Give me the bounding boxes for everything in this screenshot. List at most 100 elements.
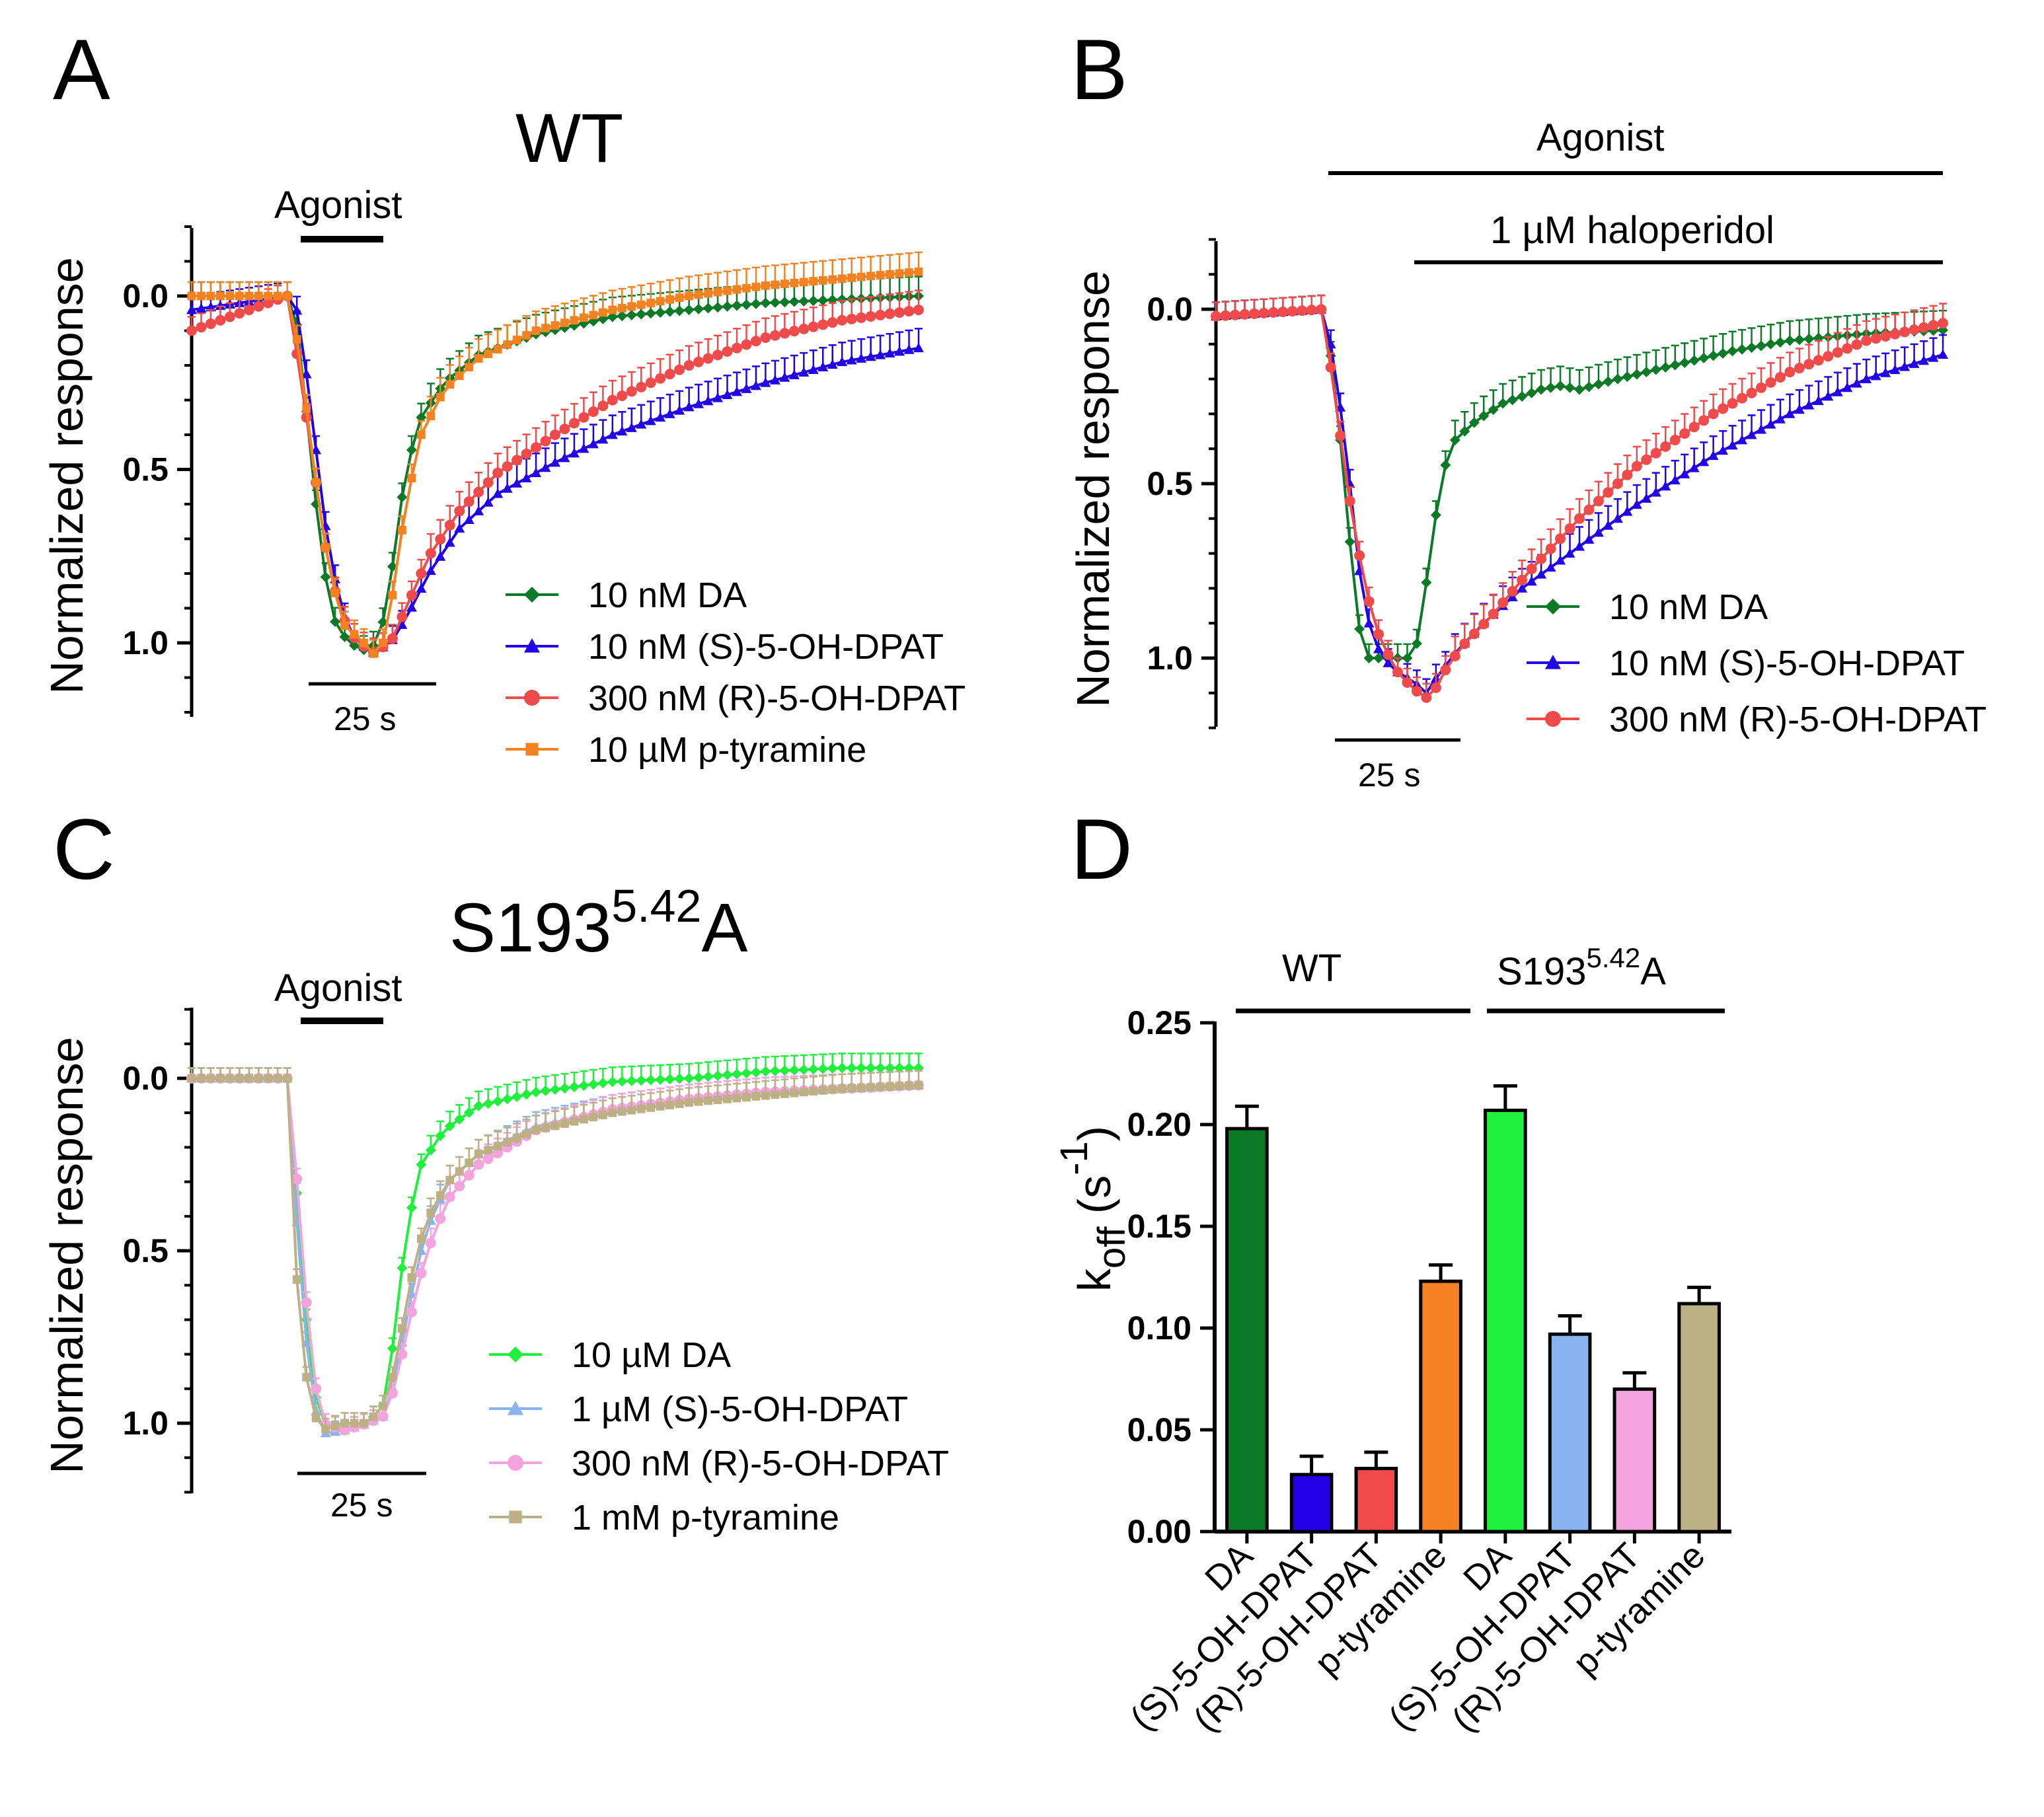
data-point — [425, 565, 436, 575]
data-point — [1297, 305, 1308, 316]
panel-letter-b: B — [1071, 21, 1128, 118]
data-point — [1909, 324, 1920, 336]
data-point — [406, 444, 417, 455]
data-point — [914, 267, 923, 276]
data-point — [913, 342, 924, 353]
panel-b-haloperidol-label: 1 µM haloperidol — [1490, 209, 1774, 252]
data-point — [397, 1263, 408, 1274]
data-point — [444, 1191, 455, 1203]
data-point — [1641, 367, 1652, 378]
data-point — [283, 291, 292, 301]
data-point — [559, 1083, 570, 1094]
data-point — [788, 296, 800, 307]
data-point — [1402, 677, 1413, 688]
data-point — [1622, 506, 1633, 516]
data-point — [320, 572, 331, 583]
data-point — [253, 301, 264, 312]
data-point — [463, 496, 474, 507]
legend-entry: 1 µM (S)-5-OH-DPAT — [572, 1390, 908, 1429]
data-point — [1889, 364, 1901, 375]
data-point — [587, 1079, 599, 1090]
data-point — [683, 305, 695, 315]
data-point — [1784, 408, 1796, 418]
data-point — [645, 308, 656, 319]
data-point — [435, 1213, 446, 1224]
data-point — [578, 412, 589, 423]
data-point — [1861, 335, 1872, 346]
data-point — [1421, 692, 1432, 703]
data-point — [808, 1064, 819, 1075]
data-point — [388, 591, 397, 600]
data-point — [1325, 362, 1336, 373]
data-point — [1612, 478, 1623, 489]
data-point — [397, 611, 408, 622]
panel-c-scale-label: 25 s — [330, 1487, 393, 1524]
data-point — [818, 276, 827, 285]
data-point — [1756, 424, 1766, 434]
data-point — [655, 412, 666, 422]
panel-a: A WT Agonist Normalized response 0.0 0.5 1… — [41, 21, 965, 770]
data-point — [1545, 562, 1556, 572]
data-point — [913, 305, 924, 315]
data-point — [598, 308, 607, 317]
data-point — [597, 400, 609, 412]
data-point — [636, 1104, 646, 1113]
bar — [1419, 1279, 1462, 1534]
data-point — [1612, 373, 1623, 385]
data-point — [235, 1074, 244, 1083]
data-point — [1622, 371, 1633, 383]
data-point — [798, 1064, 810, 1075]
data-point — [1765, 419, 1776, 429]
data-point — [273, 291, 282, 301]
data-point — [1440, 459, 1451, 470]
y-tick-label: 0.25 — [1127, 1004, 1192, 1041]
data-point — [837, 315, 848, 326]
data-point — [779, 297, 790, 308]
data-point — [291, 1173, 303, 1185]
data-point — [589, 1113, 598, 1122]
bar — [1548, 1332, 1592, 1534]
data-point — [1842, 343, 1853, 354]
data-point — [798, 295, 810, 307]
data-point — [1583, 504, 1595, 515]
data-point — [750, 336, 761, 347]
panel-d: D koff (s-1) WT S1935.42A 0.00 0.05 0.10 0.… — [1053, 801, 1731, 1739]
data-point — [1239, 309, 1250, 320]
panel-b-scale-label: 25 s — [1358, 757, 1421, 794]
data-point — [790, 278, 799, 287]
data-point — [837, 1062, 848, 1074]
data-point — [407, 1273, 416, 1282]
data-point — [416, 1234, 426, 1243]
data-point — [1631, 369, 1642, 380]
data-point — [779, 1065, 790, 1076]
data-point — [1794, 404, 1805, 414]
data-point — [846, 1062, 857, 1074]
data-point — [769, 297, 780, 308]
data-point — [502, 483, 513, 493]
data-point — [636, 419, 647, 429]
data-point — [732, 300, 742, 311]
data-point — [463, 1169, 474, 1181]
data-point — [473, 505, 484, 515]
data-point — [482, 497, 494, 507]
panel-letter-d: D — [1071, 801, 1133, 897]
data-point — [827, 317, 838, 328]
data-point — [321, 543, 330, 552]
data-point — [1718, 403, 1729, 414]
data-point — [1574, 541, 1585, 551]
data-point — [1411, 638, 1422, 649]
data-point — [540, 435, 551, 447]
data-point — [301, 369, 312, 379]
data-point — [627, 1105, 636, 1115]
data-point — [1870, 333, 1881, 344]
data-point — [435, 551, 446, 561]
data-point — [1889, 328, 1901, 340]
data-point — [741, 339, 752, 350]
data-point — [1899, 326, 1911, 338]
data-point — [196, 303, 207, 313]
data-point — [1928, 320, 1939, 331]
data-point — [205, 318, 216, 329]
data-point — [732, 342, 742, 353]
y-tick-label: 0.0 — [122, 278, 169, 315]
panel-a-y-ticks: 0.0 0.5 1.0 — [122, 225, 192, 714]
